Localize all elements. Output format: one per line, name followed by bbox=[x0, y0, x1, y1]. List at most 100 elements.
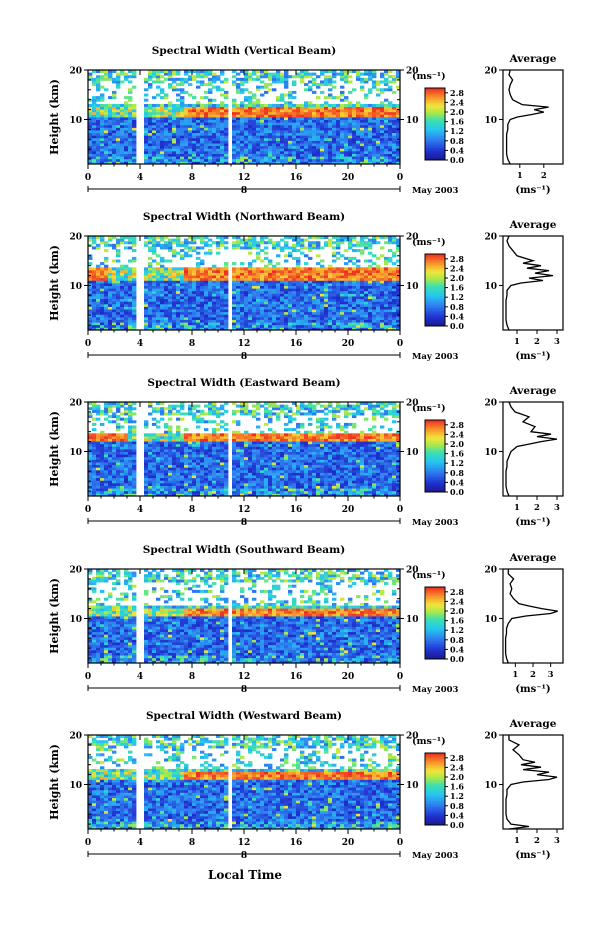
heatmap-cell bbox=[380, 114, 385, 118]
average-x-tick-label: 1 bbox=[517, 171, 523, 181]
heatmap-cell bbox=[288, 101, 293, 105]
heatmap-cell bbox=[280, 156, 285, 160]
heatmap-cell bbox=[380, 236, 385, 240]
heatmap-cell bbox=[292, 246, 297, 250]
heatmap-cell bbox=[156, 283, 161, 287]
colorbar-segment bbox=[425, 258, 445, 261]
heatmap-cell bbox=[108, 145, 113, 149]
heatmap-cell bbox=[344, 293, 349, 297]
heatmap-cell bbox=[144, 309, 149, 313]
heatmap-cell bbox=[324, 280, 329, 284]
heatmap-cell bbox=[104, 122, 109, 126]
heatmap-cell bbox=[120, 306, 125, 310]
heatmap-cell bbox=[144, 77, 149, 81]
heatmap-cell bbox=[116, 402, 121, 406]
heatmap-cell bbox=[148, 275, 153, 279]
heatmap-cell bbox=[132, 143, 137, 147]
heatmap-cell bbox=[284, 311, 289, 315]
heatmap-cell bbox=[156, 303, 161, 307]
heatmap-cell bbox=[256, 153, 261, 157]
heatmap-cell bbox=[272, 127, 277, 131]
heatmap-cell bbox=[348, 148, 353, 152]
heatmap-cell bbox=[124, 456, 129, 460]
heatmap-cell bbox=[336, 306, 341, 310]
heatmap-cell bbox=[204, 106, 209, 110]
heatmap-cell bbox=[220, 72, 225, 76]
heatmap-cell bbox=[184, 119, 189, 123]
heatmap-cell bbox=[112, 285, 117, 289]
heatmap-cell bbox=[236, 236, 241, 240]
heatmap-cell bbox=[292, 249, 297, 253]
heatmap-cell bbox=[288, 153, 293, 157]
heatmap-cell bbox=[116, 480, 121, 484]
heatmap-cell bbox=[172, 251, 177, 255]
heatmap-cell bbox=[212, 296, 217, 300]
heatmap-cell bbox=[388, 311, 393, 315]
heatmap-cell bbox=[260, 298, 265, 302]
heatmap-cell bbox=[348, 290, 353, 294]
heatmap-cell bbox=[96, 303, 101, 307]
heatmap-cell bbox=[312, 161, 317, 165]
heatmap-cell bbox=[128, 430, 133, 434]
heatmap-cell bbox=[396, 283, 401, 287]
heatmap-cell bbox=[360, 296, 365, 300]
heatmap-cell bbox=[392, 272, 397, 276]
heatmap-cell bbox=[224, 283, 229, 287]
heatmap-cell bbox=[180, 83, 185, 87]
heatmap-cell bbox=[180, 241, 185, 245]
heatmap-cell bbox=[308, 127, 313, 131]
heatmap-cell bbox=[120, 482, 125, 486]
heatmap-cell bbox=[196, 303, 201, 307]
heatmap-cell bbox=[212, 135, 217, 139]
heatmap-cell bbox=[376, 322, 381, 326]
heatmap-cell bbox=[328, 70, 333, 74]
heatmap-cell bbox=[168, 135, 173, 139]
heatmap-cell bbox=[360, 290, 365, 294]
heatmap-cell bbox=[244, 324, 249, 328]
heatmap-cell bbox=[108, 148, 113, 152]
heatmap-cell bbox=[120, 438, 125, 442]
heatmap-cell bbox=[300, 119, 305, 123]
heatmap-cell bbox=[112, 150, 117, 154]
heatmap-cell bbox=[240, 156, 245, 160]
heatmap-cell bbox=[328, 75, 333, 79]
heatmap-cell bbox=[92, 296, 97, 300]
heatmap-cell bbox=[116, 135, 121, 139]
heatmap-cell bbox=[92, 449, 97, 453]
heatmap-cell bbox=[160, 280, 165, 284]
heatmap-cell bbox=[324, 130, 329, 134]
heatmap-cell bbox=[216, 124, 221, 128]
heatmap-cell bbox=[156, 137, 161, 141]
heatmap-cell bbox=[236, 143, 241, 147]
heatmap-cell bbox=[172, 316, 177, 320]
heatmap-cell bbox=[240, 135, 245, 139]
heatmap-cell bbox=[192, 153, 197, 157]
heatmap-cell bbox=[356, 72, 361, 76]
heatmap-cell bbox=[276, 280, 281, 284]
heatmap-cell bbox=[264, 288, 269, 292]
heatmap-cell bbox=[100, 275, 105, 279]
heatmap-cell bbox=[300, 158, 305, 162]
heatmap-cell bbox=[208, 90, 213, 94]
heatmap-cell bbox=[96, 464, 101, 468]
heatmap-cell bbox=[288, 90, 293, 94]
heatmap-cell bbox=[332, 267, 337, 271]
heatmap-cell bbox=[356, 140, 361, 144]
heatmap-cell bbox=[348, 135, 353, 139]
heatmap-cell bbox=[152, 309, 157, 313]
heatmap-cell bbox=[368, 130, 373, 134]
heatmap-cell bbox=[280, 132, 285, 136]
heatmap-cell bbox=[152, 124, 157, 128]
heatmap-cell bbox=[180, 275, 185, 279]
heatmap-cell bbox=[220, 280, 225, 284]
heatmap-cell bbox=[112, 70, 117, 74]
heatmap-cell bbox=[296, 114, 301, 118]
heatmap-cell bbox=[116, 288, 121, 292]
heatmap-cell bbox=[212, 277, 217, 281]
heatmap-cell bbox=[92, 96, 97, 100]
heatmap-cell bbox=[168, 322, 173, 326]
heatmap-cell bbox=[396, 114, 401, 118]
heatmap-cell bbox=[148, 124, 153, 128]
heatmap-cell bbox=[152, 314, 157, 318]
heatmap-cell bbox=[272, 272, 277, 276]
